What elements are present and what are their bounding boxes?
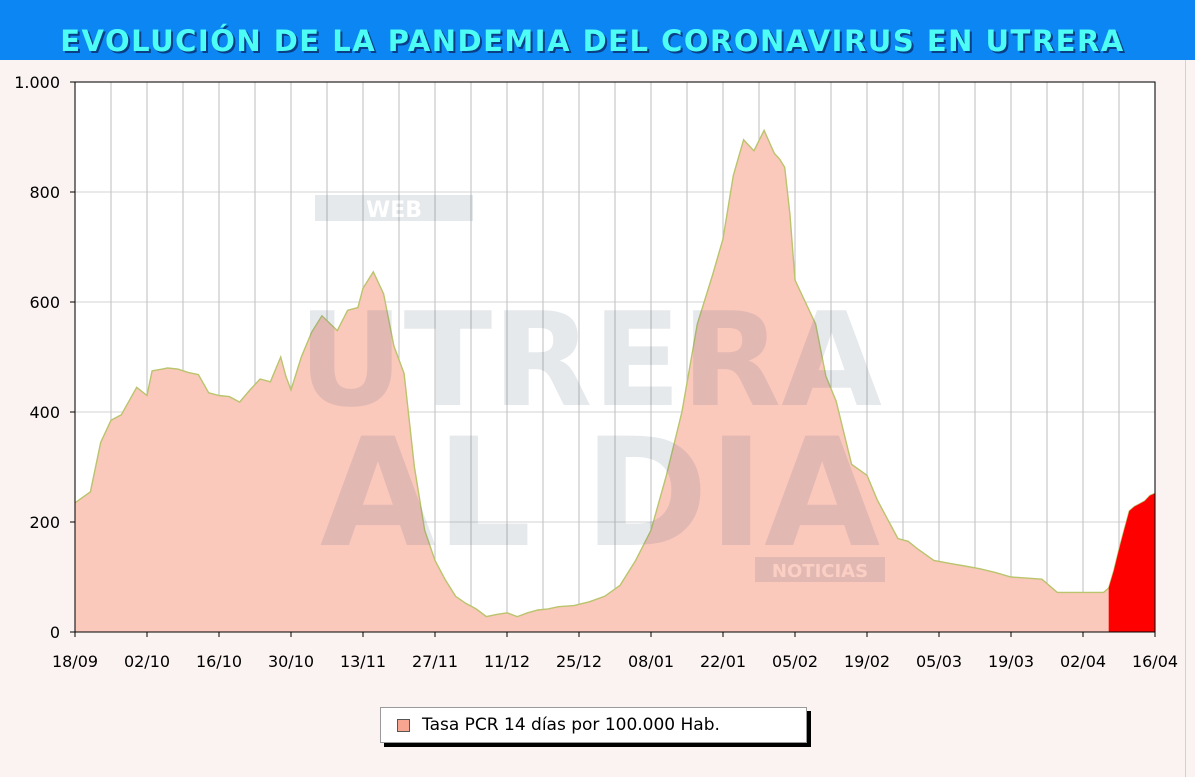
series-line	[74, 128, 1156, 618]
y-tick-label: 400	[29, 403, 60, 422]
watermark-logo: WEB UTRERA AL DIA NOTICIAS	[298, 195, 885, 582]
watermark-utrera-text: UTRERA	[298, 284, 882, 436]
x-tick-label: 27/11	[412, 652, 458, 671]
y-tick-label: 0	[50, 623, 60, 642]
x-tick-label: 25/12	[556, 652, 602, 671]
y-tick-label: 800	[29, 183, 60, 202]
x-tick-label: 02/04	[1060, 652, 1106, 671]
legend-swatch	[397, 718, 410, 732]
x-tick-label: 22/01	[700, 652, 746, 671]
x-tick-label: 16/10	[196, 652, 242, 671]
x-tick-label: 08/01	[628, 652, 674, 671]
legend-label: Tasa PCR 14 días por 100.000 Hab.	[422, 715, 720, 735]
x-tick-label: 18/09	[52, 652, 98, 671]
y-tick-label: 1.000	[14, 73, 60, 92]
title-banner: EVOLUCIÓN DE LA PANDEMIA DEL CORONAVIRUS…	[0, 0, 1195, 60]
y-tick-label: 600	[29, 293, 60, 312]
watermark-aldia-text: AL DIA	[320, 407, 880, 581]
x-tick-label: 05/03	[916, 652, 962, 671]
x-tick-label: 30/10	[268, 652, 314, 671]
watermark-noticias-band	[755, 557, 885, 582]
page-right-edge	[1185, 60, 1195, 777]
legend: Tasa PCR 14 días por 100.000 Hab.	[380, 707, 807, 743]
x-tick-label: 02/10	[124, 652, 170, 671]
x-tick-label: 16/04	[1132, 652, 1178, 671]
x-tick-label: 13/11	[340, 652, 386, 671]
x-tick-label: 05/02	[772, 652, 818, 671]
x-tick-label: 19/02	[844, 652, 890, 671]
x-axis: 18/09 02/10 16/10 30/10 13/11 27/11 11/12 25/12…	[52, 632, 1178, 671]
chart-area: WEB UTRERA AL DIA NOTICIAS 0 200 400 600 800…	[14, 73, 1178, 671]
series-area	[75, 130, 1155, 632]
plot-border	[74, 81, 1156, 633]
y-axis: 0 200 400 600 800 1.000	[14, 73, 75, 642]
watermark-noticias-text: NOTICIAS	[772, 561, 868, 582]
x-tick-label: 11/12	[484, 652, 530, 671]
series-highlight-area	[1108, 493, 1155, 632]
y-tick-label: 200	[29, 513, 60, 532]
watermark-web-text: WEB	[366, 198, 422, 223]
x-tick-label: 19/03	[988, 652, 1034, 671]
page-title: EVOLUCIÓN DE LA PANDEMIA DEL CORONAVIRUS…	[60, 24, 1125, 58]
watermark-web-band	[315, 195, 473, 221]
series-layer	[74, 128, 1156, 632]
